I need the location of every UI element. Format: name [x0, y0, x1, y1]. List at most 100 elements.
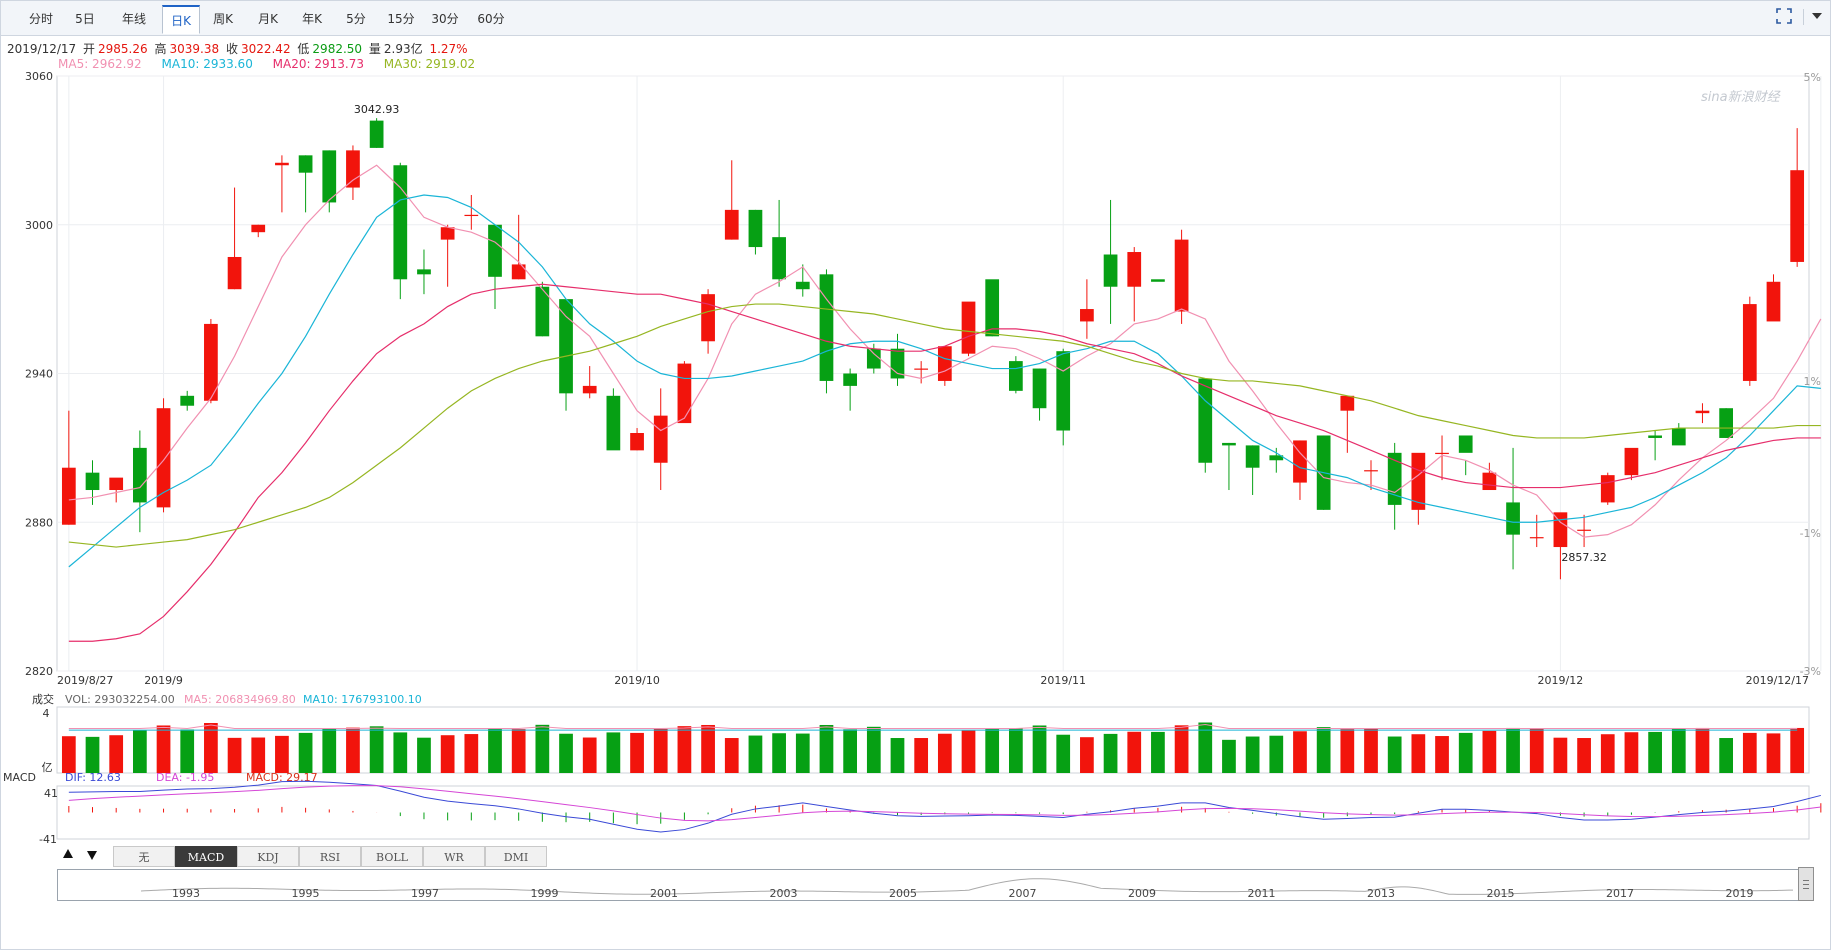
candle-body — [1624, 447, 1639, 476]
volume-bar — [890, 738, 905, 773]
navigator-year-label: 2009 — [1128, 887, 1156, 900]
volume-bar — [1293, 731, 1307, 773]
volume-bar — [677, 726, 692, 773]
volume-bar — [1103, 733, 1118, 773]
navigator-year-label: 2007 — [1009, 887, 1037, 900]
high-value: 3039.38 — [169, 42, 220, 56]
change-percent: 1.27% — [429, 42, 468, 56]
volume-unit: 亿 — [42, 761, 53, 774]
volume-bar — [1766, 733, 1781, 773]
candle-body — [1435, 452, 1449, 455]
indicator-tab-1[interactable]: 无 — [113, 846, 175, 867]
x-tick-label: 2019/12 — [1538, 674, 1584, 687]
volume-bar — [1032, 725, 1047, 773]
candle-body — [1648, 435, 1662, 438]
indicator-tab-4[interactable]: RSI — [299, 846, 361, 867]
candle-body — [1790, 170, 1805, 262]
volume-bar — [653, 728, 668, 773]
volume-value: VOL: 293032254.00 — [65, 693, 175, 706]
tab-11[interactable]: 60分 — [477, 12, 505, 26]
volume-label: 成交 — [32, 692, 54, 706]
candle-body — [866, 348, 881, 369]
indicator-tab-3[interactable]: KDJ — [237, 846, 299, 867]
candle-body — [1269, 455, 1284, 461]
macd-label: MACD — [3, 771, 36, 784]
volume-value: 2.93亿 — [383, 42, 423, 56]
volume-bar — [1482, 730, 1497, 773]
candle-body — [582, 385, 597, 394]
tab-8[interactable]: 5分 — [346, 12, 366, 26]
volume-bar — [1151, 731, 1165, 773]
candle-body — [1742, 304, 1757, 381]
candle-body — [914, 368, 929, 370]
indicator-tab-7[interactable]: DMI — [485, 846, 547, 867]
candle-body — [156, 408, 171, 508]
tab-4[interactable]: 日K — [162, 5, 200, 34]
tab-6[interactable]: 月K — [258, 12, 278, 26]
tab-10[interactable]: 30分 — [431, 12, 459, 26]
volume-bar — [843, 729, 858, 773]
candle-body — [275, 162, 289, 166]
volume-bar — [1269, 735, 1284, 773]
indicator-tab-5[interactable]: BOLL — [361, 846, 423, 867]
tab-2[interactable]: 5日 — [75, 12, 95, 26]
candle-body — [369, 120, 384, 148]
candle-body — [1553, 512, 1568, 548]
navigator-handle[interactable] — [1798, 867, 1814, 901]
tab-3[interactable]: 年线 — [121, 12, 146, 26]
arrow-down-icon[interactable] — [87, 851, 97, 860]
fullscreen-icon[interactable] — [1776, 8, 1792, 24]
pct-tick-label: 5% — [1804, 71, 1821, 84]
volume-bar — [937, 733, 952, 773]
volume-bar — [1600, 734, 1615, 773]
candle-body — [298, 155, 313, 173]
macd-dea: DEA: -1.95 — [156, 771, 214, 784]
volume-bar — [1648, 731, 1662, 773]
volume-bar — [85, 736, 100, 773]
volume-label: 量 — [368, 42, 381, 56]
candle-body — [1766, 281, 1781, 322]
volume-bar — [61, 736, 76, 773]
ma30-legend: MA30: 2919.02 — [383, 57, 476, 71]
navigator-year-label: 2011 — [1248, 887, 1276, 900]
volume-bar — [204, 723, 218, 773]
indicator-tab-6[interactable]: WR — [423, 846, 485, 867]
candle-body — [1222, 442, 1236, 446]
volume-bar — [346, 727, 360, 773]
indicator-tab-2[interactable]: MACD — [175, 846, 237, 867]
candle-body — [204, 323, 218, 401]
candle-body — [346, 150, 360, 188]
tab-7[interactable]: 年K — [302, 12, 322, 26]
candle-body — [653, 415, 668, 463]
tab-1[interactable]: 分时 — [28, 12, 53, 26]
tab-5[interactable]: 周K — [213, 12, 233, 26]
candle-body — [1506, 502, 1520, 535]
time-navigator[interactable] — [57, 869, 1802, 901]
candle-body — [1293, 440, 1307, 483]
volume-bar — [1411, 734, 1426, 773]
candle-body — [772, 237, 786, 280]
candle-body — [1008, 361, 1023, 391]
chevron-down-icon[interactable] — [1812, 13, 1822, 19]
candle-body — [180, 395, 195, 406]
volume-bar — [914, 738, 929, 773]
arrow-up-icon[interactable] — [63, 849, 73, 858]
volume-bar — [866, 726, 881, 773]
volume-bar — [393, 732, 408, 773]
candle-body — [109, 477, 124, 491]
candle-body — [488, 224, 502, 277]
candle-body — [1529, 537, 1544, 539]
navigator-year-label: 2019 — [1726, 887, 1754, 900]
y-tick-label: 2880 — [25, 516, 53, 529]
quote-date: 2019/12/17 — [7, 42, 77, 56]
volume-ma5-line — [68, 724, 1798, 729]
candle-body — [1080, 309, 1094, 322]
volume-bar — [985, 728, 1000, 773]
tab-9[interactable]: 15分 — [387, 12, 415, 26]
x-tick-label: 2019/11 — [1040, 674, 1086, 687]
candle-body — [559, 299, 573, 394]
candle-body — [1198, 378, 1213, 463]
y-tick-label: 3000 — [25, 219, 53, 232]
